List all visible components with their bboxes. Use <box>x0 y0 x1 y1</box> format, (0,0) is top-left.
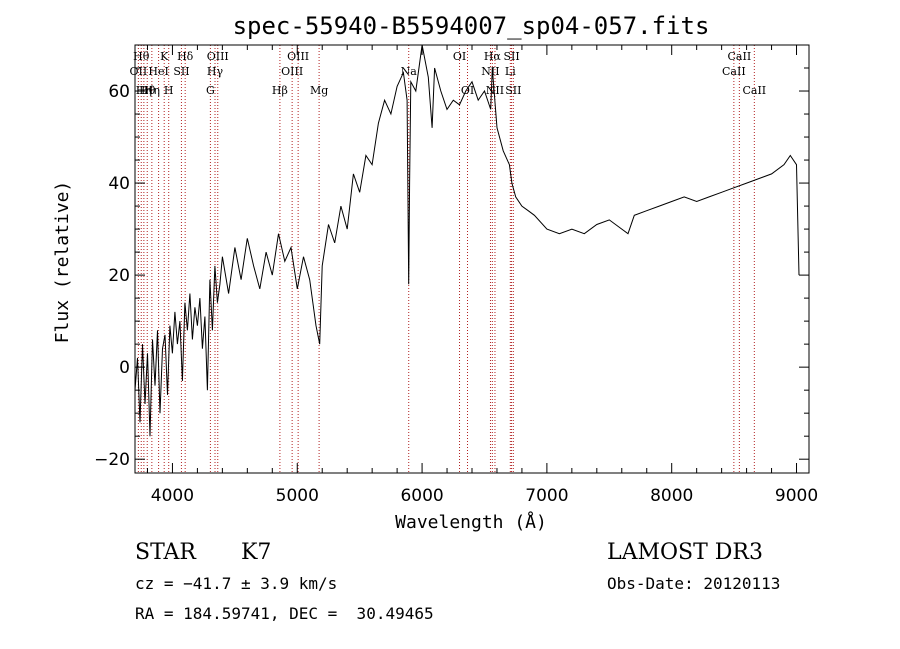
line-label: Mg <box>310 84 328 97</box>
line-label: NII <box>481 65 499 78</box>
line-label: Na <box>401 65 418 78</box>
y-tick-label: 0 <box>119 358 130 378</box>
emission-line-labels: OIIHθHηHθHηHeIKHSIIHδGHγOIIIHβOIIIOIIIMg… <box>130 50 767 97</box>
y-tick-label: 60 <box>108 82 130 102</box>
line-label: Hθ <box>139 84 156 97</box>
line-label: Hη <box>144 84 160 97</box>
line-label: Hη <box>136 84 152 97</box>
y-tick-label: 40 <box>108 174 130 194</box>
line-label: G <box>206 84 215 97</box>
emission-line-markers <box>137 45 755 473</box>
x-axis-ticks: 4000 5000 6000 7000 8000 9000 <box>146 45 818 506</box>
x-tick-label: 8000 <box>650 486 693 506</box>
line-label: OIII <box>207 50 229 63</box>
line-label: Hγ <box>207 65 224 78</box>
y-axis-label: Flux (relative) <box>52 181 73 344</box>
y-tick-label: −20 <box>94 450 130 470</box>
line-label: Hβ <box>272 84 288 97</box>
spectrum-chart: spec-55940-B5594007_sp04-057.fits OIIHθH… <box>52 12 818 533</box>
observation-date: Obs-Date: 20120113 <box>607 574 781 593</box>
chart-title: spec-55940-B5594007_sp04-057.fits <box>233 12 710 40</box>
y-tick-label: 20 <box>108 266 130 286</box>
redshift-velocity: cz = −41.7 ± 3.9 km/s <box>135 574 338 593</box>
line-label: NII <box>486 84 504 97</box>
line-label: Li <box>505 65 516 78</box>
x-tick-label: 4000 <box>151 486 194 506</box>
line-label: OIII <box>287 50 309 63</box>
line-label: OI <box>453 50 466 63</box>
survey-name: LAMOST DR3 <box>607 540 763 565</box>
line-label: OI <box>461 84 474 97</box>
line-label: CaII <box>722 65 746 78</box>
x-tick-label: 5000 <box>276 486 319 506</box>
x-tick-label: 6000 <box>400 486 443 506</box>
line-label: OIII <box>281 65 303 78</box>
line-label: H <box>164 84 174 97</box>
line-label: CaII <box>742 84 766 97</box>
y-axis-ticks: −20 0 20 40 60 <box>94 67 809 470</box>
line-label: SII <box>505 84 521 97</box>
line-label: OII <box>130 65 148 78</box>
coordinates: RA = 184.59741, DEC = 30.49465 <box>135 604 434 623</box>
x-axis-label: Wavelength (Å) <box>395 511 547 533</box>
line-label: SII <box>173 65 189 78</box>
line-label: HeI <box>148 65 168 78</box>
object-class: STAR <box>135 540 196 565</box>
plot-frame <box>134 44 810 474</box>
line-label: K <box>160 50 169 63</box>
line-label: CaII <box>728 50 752 63</box>
x-tick-label: 9000 <box>775 486 818 506</box>
object-subclass: K7 <box>241 540 272 565</box>
line-label: SII <box>503 50 519 63</box>
line-label: Hα <box>484 50 502 63</box>
x-tick-label: 7000 <box>525 486 568 506</box>
spectrum-line <box>134 44 800 437</box>
line-label: Hθ <box>133 50 150 63</box>
line-label: Hδ <box>177 50 194 63</box>
